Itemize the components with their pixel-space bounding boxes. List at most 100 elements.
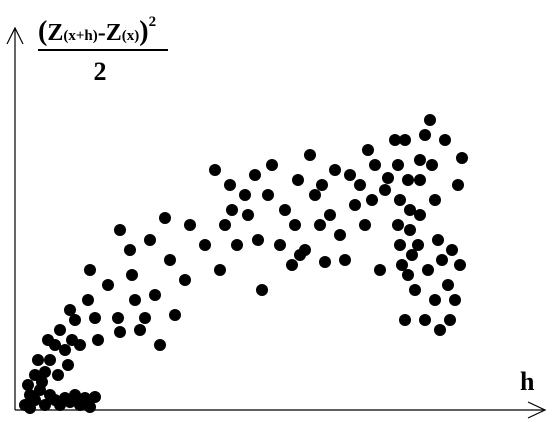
- point: [154, 339, 166, 351]
- point: [404, 224, 416, 236]
- point: [324, 209, 336, 221]
- point: [436, 254, 448, 266]
- point: [389, 134, 401, 146]
- x-axis-arrow: [527, 401, 547, 419]
- point: [52, 369, 64, 381]
- point: [144, 234, 156, 246]
- subscript: (x+h): [63, 28, 97, 44]
- point: [392, 159, 404, 171]
- point: [214, 264, 226, 276]
- point: [242, 209, 254, 221]
- point: [422, 264, 434, 276]
- point: [402, 269, 414, 281]
- point: [404, 204, 416, 216]
- point: [249, 169, 261, 181]
- point: [32, 354, 44, 366]
- point: [286, 259, 298, 271]
- subscript: (x): [122, 28, 140, 44]
- point: [402, 174, 414, 186]
- point: [279, 204, 291, 216]
- point: [334, 229, 346, 241]
- point: [454, 259, 466, 271]
- point: [354, 179, 366, 191]
- point: [64, 304, 76, 316]
- point: [226, 204, 238, 216]
- point: [379, 184, 391, 196]
- point: [199, 239, 211, 251]
- point: [134, 324, 146, 336]
- point: [362, 144, 374, 156]
- point: [409, 284, 421, 296]
- point: [62, 359, 74, 371]
- point: [452, 179, 464, 191]
- point: [82, 294, 94, 306]
- point: [79, 392, 91, 404]
- x-axis-label: h: [520, 367, 535, 396]
- point: [69, 314, 81, 326]
- y-axis-label-denominator: 2: [94, 57, 107, 86]
- point: [159, 212, 171, 224]
- point: [366, 194, 378, 206]
- point: [349, 199, 361, 211]
- point: [414, 174, 426, 186]
- point: [54, 324, 66, 336]
- point: [59, 344, 71, 356]
- point: [449, 294, 461, 306]
- point: [316, 179, 328, 191]
- point: [414, 154, 426, 166]
- point: [314, 219, 326, 231]
- point: [329, 164, 341, 176]
- point: [456, 152, 468, 164]
- point: [374, 264, 386, 276]
- point: [89, 312, 101, 324]
- point: [344, 169, 356, 181]
- point: [239, 189, 251, 201]
- point: [164, 254, 176, 266]
- point: [42, 334, 54, 346]
- exponent: 2: [149, 14, 157, 30]
- point: [399, 134, 411, 146]
- point: [444, 314, 456, 326]
- symbol: -Z: [98, 20, 122, 46]
- point: [432, 234, 444, 246]
- point: [339, 254, 351, 266]
- point: [252, 234, 264, 246]
- point: [419, 314, 431, 326]
- point: [124, 244, 136, 256]
- point: [394, 239, 406, 251]
- point: [114, 326, 126, 338]
- point: [369, 159, 381, 171]
- point: [262, 189, 274, 201]
- point: [84, 401, 96, 413]
- point: [414, 209, 426, 221]
- point: [289, 219, 301, 231]
- point: [179, 274, 191, 286]
- point: [319, 256, 331, 268]
- point: [424, 114, 436, 126]
- symbol: Z: [47, 20, 63, 46]
- point: [399, 314, 411, 326]
- y-axis-arrow: [6, 26, 24, 45]
- point: [39, 366, 51, 378]
- point: [112, 312, 124, 324]
- point: [129, 294, 141, 306]
- point: [382, 172, 394, 184]
- point: [394, 194, 406, 206]
- point: [224, 179, 236, 191]
- point: [439, 134, 451, 146]
- point: [429, 294, 441, 306]
- point: [304, 149, 316, 161]
- point: [446, 244, 458, 256]
- point: [102, 279, 114, 291]
- point: [24, 402, 36, 414]
- point: [126, 269, 138, 281]
- point: [219, 219, 231, 231]
- point: [22, 379, 34, 391]
- point: [396, 259, 408, 271]
- point: [434, 324, 446, 336]
- point: [359, 219, 371, 231]
- point: [429, 194, 441, 206]
- point: [231, 239, 243, 251]
- point: [392, 219, 404, 231]
